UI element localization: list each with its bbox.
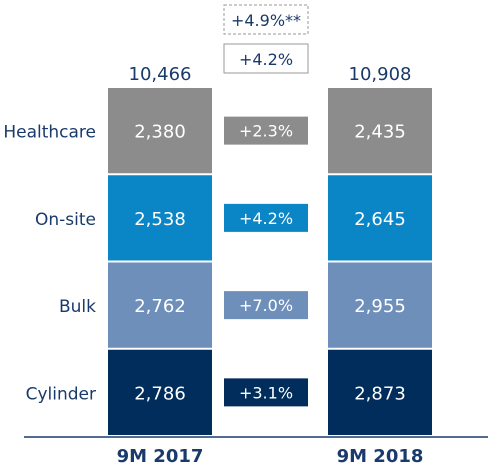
total-change-note-label: +4.9%** — [231, 11, 301, 30]
change-box-bulk — [224, 291, 308, 320]
value-label-cylinder-2: 2,873 — [354, 383, 406, 404]
value-label-bulk-2: 2,955 — [354, 296, 406, 317]
change-label-healthcare: +2.3% — [239, 122, 293, 141]
series-label-healthcare: Healthcare — [3, 123, 96, 143]
bar-bulk-2 — [328, 262, 432, 348]
value-label-cylinder-1: 2,786 — [134, 383, 186, 404]
bar-bulk-1 — [108, 262, 212, 348]
x-tick-label-2: 9M 2018 — [337, 446, 424, 467]
change-label-cylinder: +3.1% — [239, 383, 293, 402]
value-label-on-site-2: 2,645 — [354, 209, 406, 230]
total-change-label: +4.2% — [239, 50, 293, 69]
value-label-on-site-1: 2,538 — [134, 209, 186, 230]
value-label-bulk-1: 2,762 — [134, 296, 186, 317]
change-box-healthcare — [224, 116, 308, 145]
change-label-bulk: +7.0% — [239, 296, 293, 315]
series-label-bulk: Bulk — [59, 297, 96, 317]
change-label-on-site: +4.2% — [239, 209, 293, 228]
series-label-on-site: On-site — [35, 210, 96, 230]
total-change-box — [223, 43, 309, 74]
change-box-cylinder — [224, 378, 308, 407]
bar-healthcare-1 — [108, 88, 212, 174]
bar-on-site-1 — [108, 175, 212, 261]
bar-cylinder-2 — [328, 349, 432, 435]
total-label-1: 10,466 — [129, 64, 192, 85]
change-box-on-site — [224, 203, 308, 232]
value-label-healthcare-1: 2,380 — [134, 122, 186, 143]
series-label-cylinder: Cylinder — [26, 384, 96, 404]
x-tick-label-1: 9M 2017 — [117, 446, 204, 467]
bar-on-site-2 — [328, 175, 432, 261]
value-label-healthcare-2: 2,435 — [354, 122, 406, 143]
total-label-2: 10,908 — [349, 64, 412, 85]
bar-healthcare-2 — [328, 88, 432, 174]
total-change-note-box — [223, 4, 309, 35]
bar-cylinder-1 — [108, 349, 212, 435]
